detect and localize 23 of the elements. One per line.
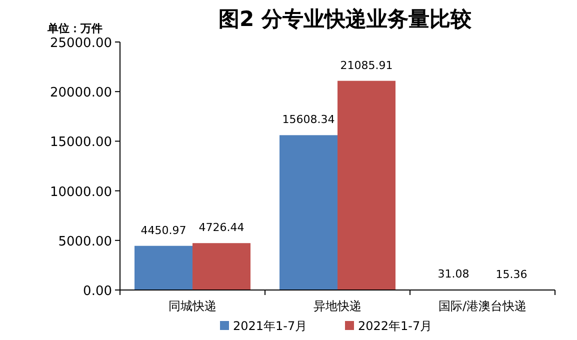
legend-label: 2021年1-7月	[233, 319, 308, 333]
data-label: 21085.91	[340, 58, 393, 72]
x-tick-label: 国际/港澳台快递	[438, 299, 527, 313]
bar	[192, 243, 250, 290]
bar	[338, 80, 396, 290]
y-tick-label: 15000.00	[50, 135, 112, 150]
data-label: 4726.44	[198, 221, 244, 234]
y-tick-label: 0.00	[83, 284, 112, 299]
x-tick-label: 同城快递	[168, 299, 216, 313]
legend-label: 2022年1-7月	[358, 319, 432, 333]
data-label: 15608.34	[282, 113, 335, 126]
bar	[134, 246, 192, 290]
data-label: 15.36	[496, 268, 528, 281]
y-tick-label: 25000.00	[50, 36, 112, 51]
data-label: 31.08	[438, 268, 470, 281]
bar	[280, 135, 338, 290]
y-tick-label: 10000.00	[50, 184, 112, 200]
y-tick-label: 20000.00	[50, 86, 112, 101]
text: 单位：万件	[46, 22, 102, 35]
x-tick-label: 异地快递	[314, 299, 362, 313]
data-label: 4450.97	[140, 224, 186, 237]
y-tick-label: 5000.00	[58, 234, 112, 250]
chart-title: 图2 分专业快递业务量比较	[218, 7, 472, 31]
